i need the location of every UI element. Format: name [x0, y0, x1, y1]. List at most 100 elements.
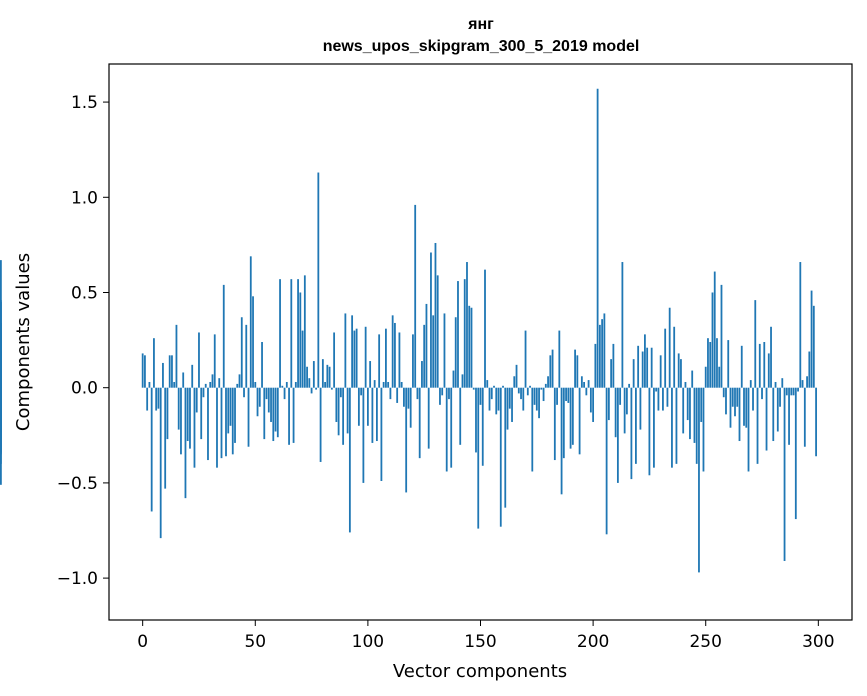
bar-149	[477, 387, 480, 529]
bar-58	[272, 387, 275, 442]
bar-81	[324, 381, 326, 388]
bar-231	[662, 387, 664, 411]
bar-3	[148, 381, 151, 388]
bar-168	[520, 387, 522, 400]
bar-99	[364, 326, 367, 388]
bar-145	[468, 305, 471, 388]
bar-156	[493, 385, 495, 388]
bar-223	[644, 334, 646, 388]
bar-208	[610, 359, 613, 388]
bar-119	[409, 387, 412, 428]
bar-251	[707, 338, 709, 388]
bar-215	[625, 387, 628, 415]
x-tick-label: 200	[577, 632, 609, 652]
bar-89	[342, 387, 345, 445]
bar-202	[596, 88, 599, 388]
y-tick-label: 1.0	[71, 188, 98, 208]
bar-193	[576, 355, 579, 388]
bar-148	[475, 387, 477, 453]
bar-72	[303, 275, 306, 388]
bar-36	[222, 284, 225, 388]
bar-236	[673, 326, 676, 388]
bar-196	[583, 381, 585, 388]
x-axis: 0 50 100 150 200 250 300	[137, 620, 835, 652]
bar-100	[366, 387, 369, 426]
bar-102	[371, 387, 374, 443]
bar-1	[144, 355, 146, 388]
bar-7	[157, 387, 160, 409]
bar-52	[258, 387, 261, 407]
bar-109	[387, 381, 390, 388]
bar-147	[472, 387, 475, 390]
bar-224	[646, 347, 649, 388]
bar-25	[198, 332, 200, 388]
bar-218	[632, 359, 635, 388]
bar-243	[689, 387, 691, 440]
bars-group	[0, 88, 817, 573]
bar-174	[533, 387, 536, 405]
bar-279	[770, 326, 772, 388]
bar-282	[776, 387, 779, 432]
y-tick-label: −0.5	[57, 474, 98, 494]
bar-22	[191, 364, 194, 388]
bar-181	[549, 355, 552, 388]
bar-295	[806, 376, 808, 388]
bar-235	[671, 387, 673, 468]
bar-127	[427, 387, 430, 449]
bar-164	[511, 387, 513, 422]
bar-5	[153, 338, 155, 388]
bar-154	[488, 387, 491, 411]
bar-98	[362, 387, 365, 483]
bar-56	[267, 387, 270, 413]
bar-29	[207, 387, 209, 461]
bar-138	[452, 370, 455, 388]
bar-110	[389, 387, 392, 400]
bar-276	[763, 342, 766, 388]
bar-207	[607, 387, 610, 421]
bar-124	[421, 361, 423, 388]
bar-264	[736, 387, 739, 407]
bar-130	[434, 242, 437, 388]
bar-180	[547, 376, 549, 388]
bar-51	[256, 387, 259, 417]
bar-184	[556, 387, 558, 405]
bar-132	[439, 387, 441, 405]
bar-0	[141, 353, 144, 388]
bar-18	[182, 372, 185, 388]
bar-129	[432, 315, 435, 388]
bar-49	[252, 296, 254, 388]
bar-70	[299, 292, 302, 388]
bar-212	[619, 387, 622, 405]
bar-122	[416, 387, 419, 400]
bar-186	[560, 387, 563, 495]
bar-27	[202, 387, 205, 398]
bar-92	[348, 387, 351, 533]
bar-221	[639, 387, 642, 430]
bar-166	[515, 364, 518, 388]
bar-65	[288, 387, 290, 445]
bar-64	[285, 381, 288, 388]
bar-170	[524, 330, 527, 388]
bar-195	[580, 376, 583, 388]
bar-255	[716, 338, 718, 388]
bar-219	[635, 387, 637, 464]
bar-94	[353, 330, 356, 388]
bar-146	[470, 307, 473, 388]
bar-93	[351, 315, 354, 388]
bar-263	[734, 387, 736, 417]
bar-13	[171, 355, 173, 388]
bar-42	[236, 383, 239, 388]
bar-182	[551, 349, 554, 388]
bar-201	[594, 343, 597, 388]
bar-199	[589, 387, 592, 413]
bar-211	[616, 387, 619, 483]
x-tick-label: 100	[352, 632, 384, 652]
bar-140	[457, 281, 459, 388]
bar-237	[675, 387, 678, 464]
bar-169	[522, 387, 525, 411]
bar-281	[774, 381, 777, 388]
bar-188	[565, 387, 567, 402]
bar-183	[553, 387, 556, 461]
bar-152	[484, 269, 486, 388]
